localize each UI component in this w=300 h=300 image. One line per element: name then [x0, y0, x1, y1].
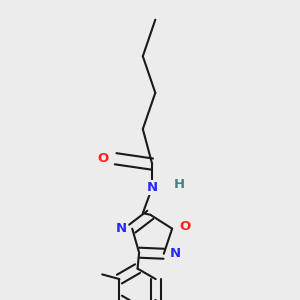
Text: H: H — [174, 178, 185, 191]
Text: N: N — [170, 247, 181, 260]
Text: O: O — [98, 152, 109, 165]
Text: N: N — [116, 221, 127, 235]
Text: N: N — [147, 181, 158, 194]
Text: O: O — [179, 220, 190, 233]
